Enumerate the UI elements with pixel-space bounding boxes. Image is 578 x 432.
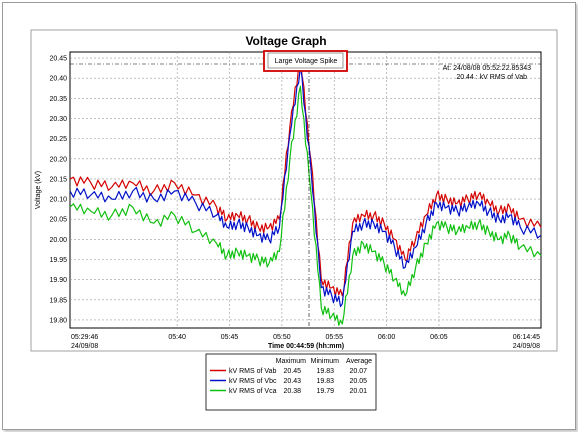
series-lines bbox=[69, 57, 542, 326]
x-tick-label: 05:55 bbox=[325, 334, 343, 341]
legend-header-average: Average bbox=[346, 358, 372, 365]
y-axis: 20.45 20.40 20.35 20.30 20.25 20.20 20.15 20.10… bbox=[49, 56, 67, 325]
y-tick-label: 20.25 bbox=[49, 136, 67, 143]
y-tick-label: 19.85 bbox=[49, 297, 67, 304]
legend-minimum: 19.83 bbox=[316, 378, 334, 385]
legend-series-name: kV RMS of Vca bbox=[229, 388, 277, 395]
legend-header-maximum: Maximum bbox=[276, 358, 307, 365]
cursor-readout-time: At: 24/08/08 05:52:22.85343 bbox=[443, 65, 531, 72]
legend-header-minimum: Minimum bbox=[311, 358, 340, 365]
annotation-box bbox=[263, 50, 348, 72]
x-end-date: 24/09/08 bbox=[513, 343, 540, 350]
y-tick-label: 20.05 bbox=[49, 217, 67, 224]
legend-average: 20.05 bbox=[349, 378, 367, 385]
y-tick-label: 20.35 bbox=[49, 96, 67, 103]
legend-minimum: 19.83 bbox=[316, 368, 334, 375]
y-tick-label: 20.45 bbox=[49, 56, 67, 63]
legend-series-name: kV RMS of Vbc bbox=[229, 378, 277, 385]
cursor-readout-value: 20.44 : kV RMS of Vab bbox=[456, 74, 527, 81]
y-tick-label: 20.15 bbox=[49, 176, 67, 183]
chart-title: Voltage Graph bbox=[245, 34, 326, 48]
legend-maximum: 20.38 bbox=[283, 388, 301, 395]
y-tick-label: 19.80 bbox=[49, 317, 67, 324]
x-tick-label: 05:50 bbox=[273, 334, 291, 341]
y-tick-label: 19.90 bbox=[49, 277, 67, 284]
x-axis-label: Time 00:44:59 (hh:mm) bbox=[268, 343, 344, 350]
y-tick-label: 20.10 bbox=[49, 197, 67, 204]
legend-minimum: 19.79 bbox=[316, 388, 334, 395]
grid bbox=[70, 52, 541, 328]
plot-area bbox=[69, 51, 542, 329]
x-tick-label: 05:40 bbox=[168, 334, 186, 341]
x-tick-label: 06:05 bbox=[430, 334, 448, 341]
legend-maximum: 20.45 bbox=[283, 368, 301, 375]
annotation-inner-box bbox=[267, 52, 344, 69]
x-axis: 05:40 05:45 05:50 05:55 06:00 06:05 bbox=[168, 334, 447, 341]
x-start-date: 24/09/08 bbox=[71, 343, 98, 350]
y-tick-label: 20.40 bbox=[49, 76, 67, 83]
legend-rows: kV RMS of Vab 20.45 19.83 20.07 kV RMS of Vb… bbox=[210, 368, 367, 395]
legend-maximum: 20.43 bbox=[283, 378, 301, 385]
series-line-2 bbox=[69, 65, 542, 308]
y-axis-label: Voltage (kV) bbox=[35, 171, 42, 209]
legend-series-name: kV RMS of Vab bbox=[229, 368, 276, 375]
annotation-label: Large Voltage Spike bbox=[275, 58, 338, 65]
x-start-time: 05:29:46 bbox=[71, 334, 98, 341]
x-tick-label: 06:00 bbox=[378, 334, 396, 341]
y-tick-label: 20.20 bbox=[49, 156, 67, 163]
chart-panel-border bbox=[30, 29, 558, 352]
legend-average: 20.01 bbox=[349, 388, 367, 395]
series-line-1 bbox=[69, 57, 542, 297]
y-tick-label: 20.00 bbox=[49, 237, 67, 244]
series-line-3 bbox=[69, 85, 542, 326]
x-tick-label: 05:45 bbox=[221, 334, 239, 341]
legend-average: 20.07 bbox=[349, 368, 367, 375]
y-tick-label: 20.30 bbox=[49, 116, 67, 123]
legend-box bbox=[205, 353, 377, 411]
y-tick-label: 19.95 bbox=[49, 257, 67, 264]
x-end-time: 06:14:45 bbox=[513, 334, 540, 341]
